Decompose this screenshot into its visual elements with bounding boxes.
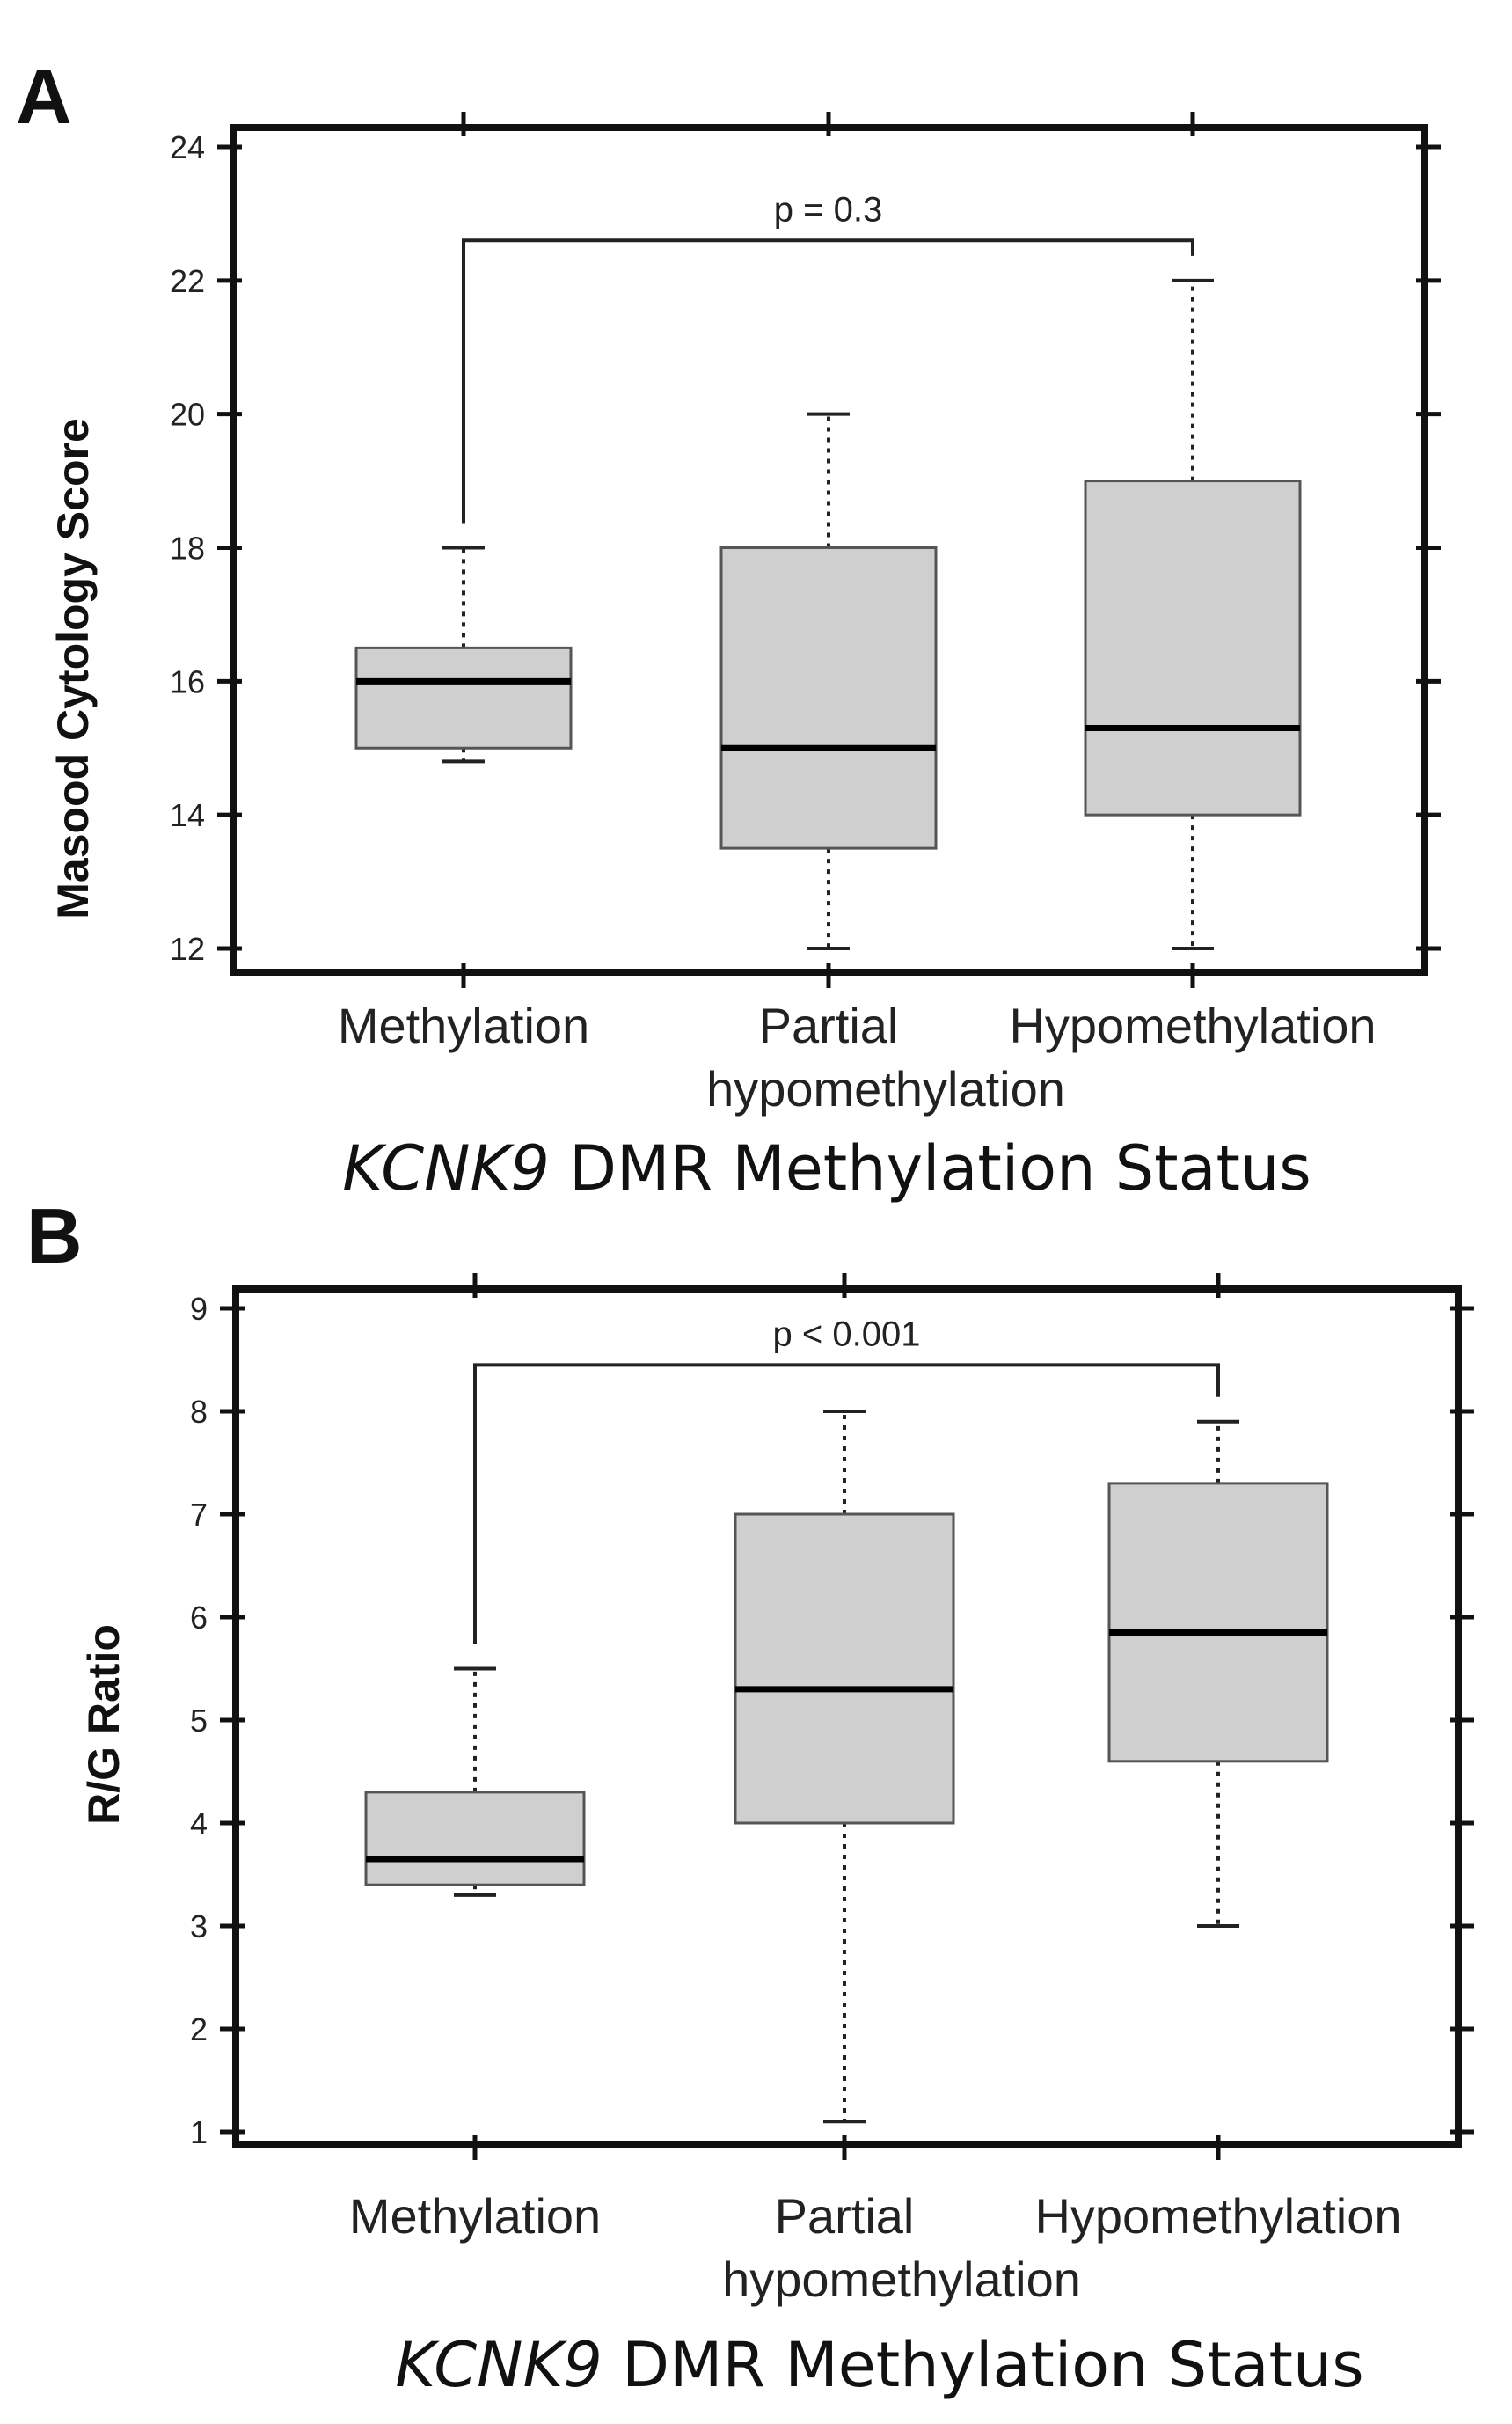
panel-letter-a: A [16,53,72,140]
x-axis-title-gene-b: KCNK9 [395,2329,603,2401]
box-group [1084,278,1302,950]
y-tick-label: 3 [190,1908,208,1944]
x-category-label: Partial [759,998,899,1053]
plot-area-a: 12 14 16 18 20 22 24 p = 0.3 Methylation Partial h… [170,112,1441,1117]
y-tick-label: 8 [190,1394,208,1430]
y-axis-label-b: R/G Ratio [79,1624,128,1825]
y-tick-label: 5 [190,1703,208,1739]
y-tick-label: 6 [190,1600,208,1636]
plot-area-b: 1 2 3 4 5 6 7 8 9 p < 0.001 Methylation Partial hypo… [190,1273,1474,2307]
box-iqr [1084,480,1302,817]
panel-a: A Masood Cytology Score 12 14 16 18 20 22 24 p … [16,53,1441,1205]
x-category-label: hypomethylation [706,1061,1065,1117]
box-iqr [1107,1482,1329,1763]
y-tick-label: 18 [170,531,205,567]
box-group [734,1410,955,2124]
p-value-label: p < 0.001 [773,1315,921,1353]
x-axis-title-b: KCNK9 DMR Methylation Status [395,2329,1364,2401]
panel-letter-b: B [26,1192,83,1279]
y-tick-label: 9 [190,1291,208,1327]
panel-b: B R/G Ratio 1 2 3 4 5 6 7 8 9 p < 0.001 Methylatio… [26,1192,1474,2401]
y-tick-label: 12 [170,931,205,967]
significance-bracket [473,1363,1220,1644]
box-iqr [354,646,573,750]
x-category-label: Hypomethylation [1009,998,1376,1053]
plot-frame [232,1285,1462,2148]
x-category-label: Methylation [338,998,589,1053]
plot-frame [230,124,1428,976]
y-axis-label-a: Masood Cytology Score [48,418,98,919]
x-category-label: Methylation [349,2188,601,2244]
box-group [364,1666,586,1897]
y-tick-label: 24 [170,129,205,165]
box-group [354,546,573,764]
x-category-label: hypomethylation [722,2252,1081,2307]
box-iqr [364,1791,586,1886]
x-category-label: Hypomethylation [1034,2188,1401,2244]
y-tick-label: 2 [190,2011,208,2047]
box-group [1107,1419,1329,1928]
y-tick-label: 16 [170,663,205,699]
x-axis-title-rest-b: DMR Methylation Status [603,2329,1364,2401]
x-axis-title-gene-a: KCNK9 [342,1132,550,1205]
x-axis-title-a: KCNK9 DMR Methylation Status [342,1132,1311,1205]
y-tick-label: 4 [190,1805,208,1842]
box-iqr [734,1512,955,1825]
y-tick-label: 1 [190,2114,208,2150]
box-iqr [719,546,938,850]
y-tick-label: 20 [170,397,205,433]
p-value-label: p = 0.3 [774,190,882,229]
significance-bracket [462,238,1194,524]
y-tick-label: 22 [170,263,205,299]
y-tick-label: 7 [190,1497,208,1533]
x-axis-title-rest-a: DMR Methylation Status [550,1132,1311,1205]
x-category-label: Partial [775,2188,915,2244]
y-tick-label: 14 [170,797,205,833]
box-group [719,412,938,950]
